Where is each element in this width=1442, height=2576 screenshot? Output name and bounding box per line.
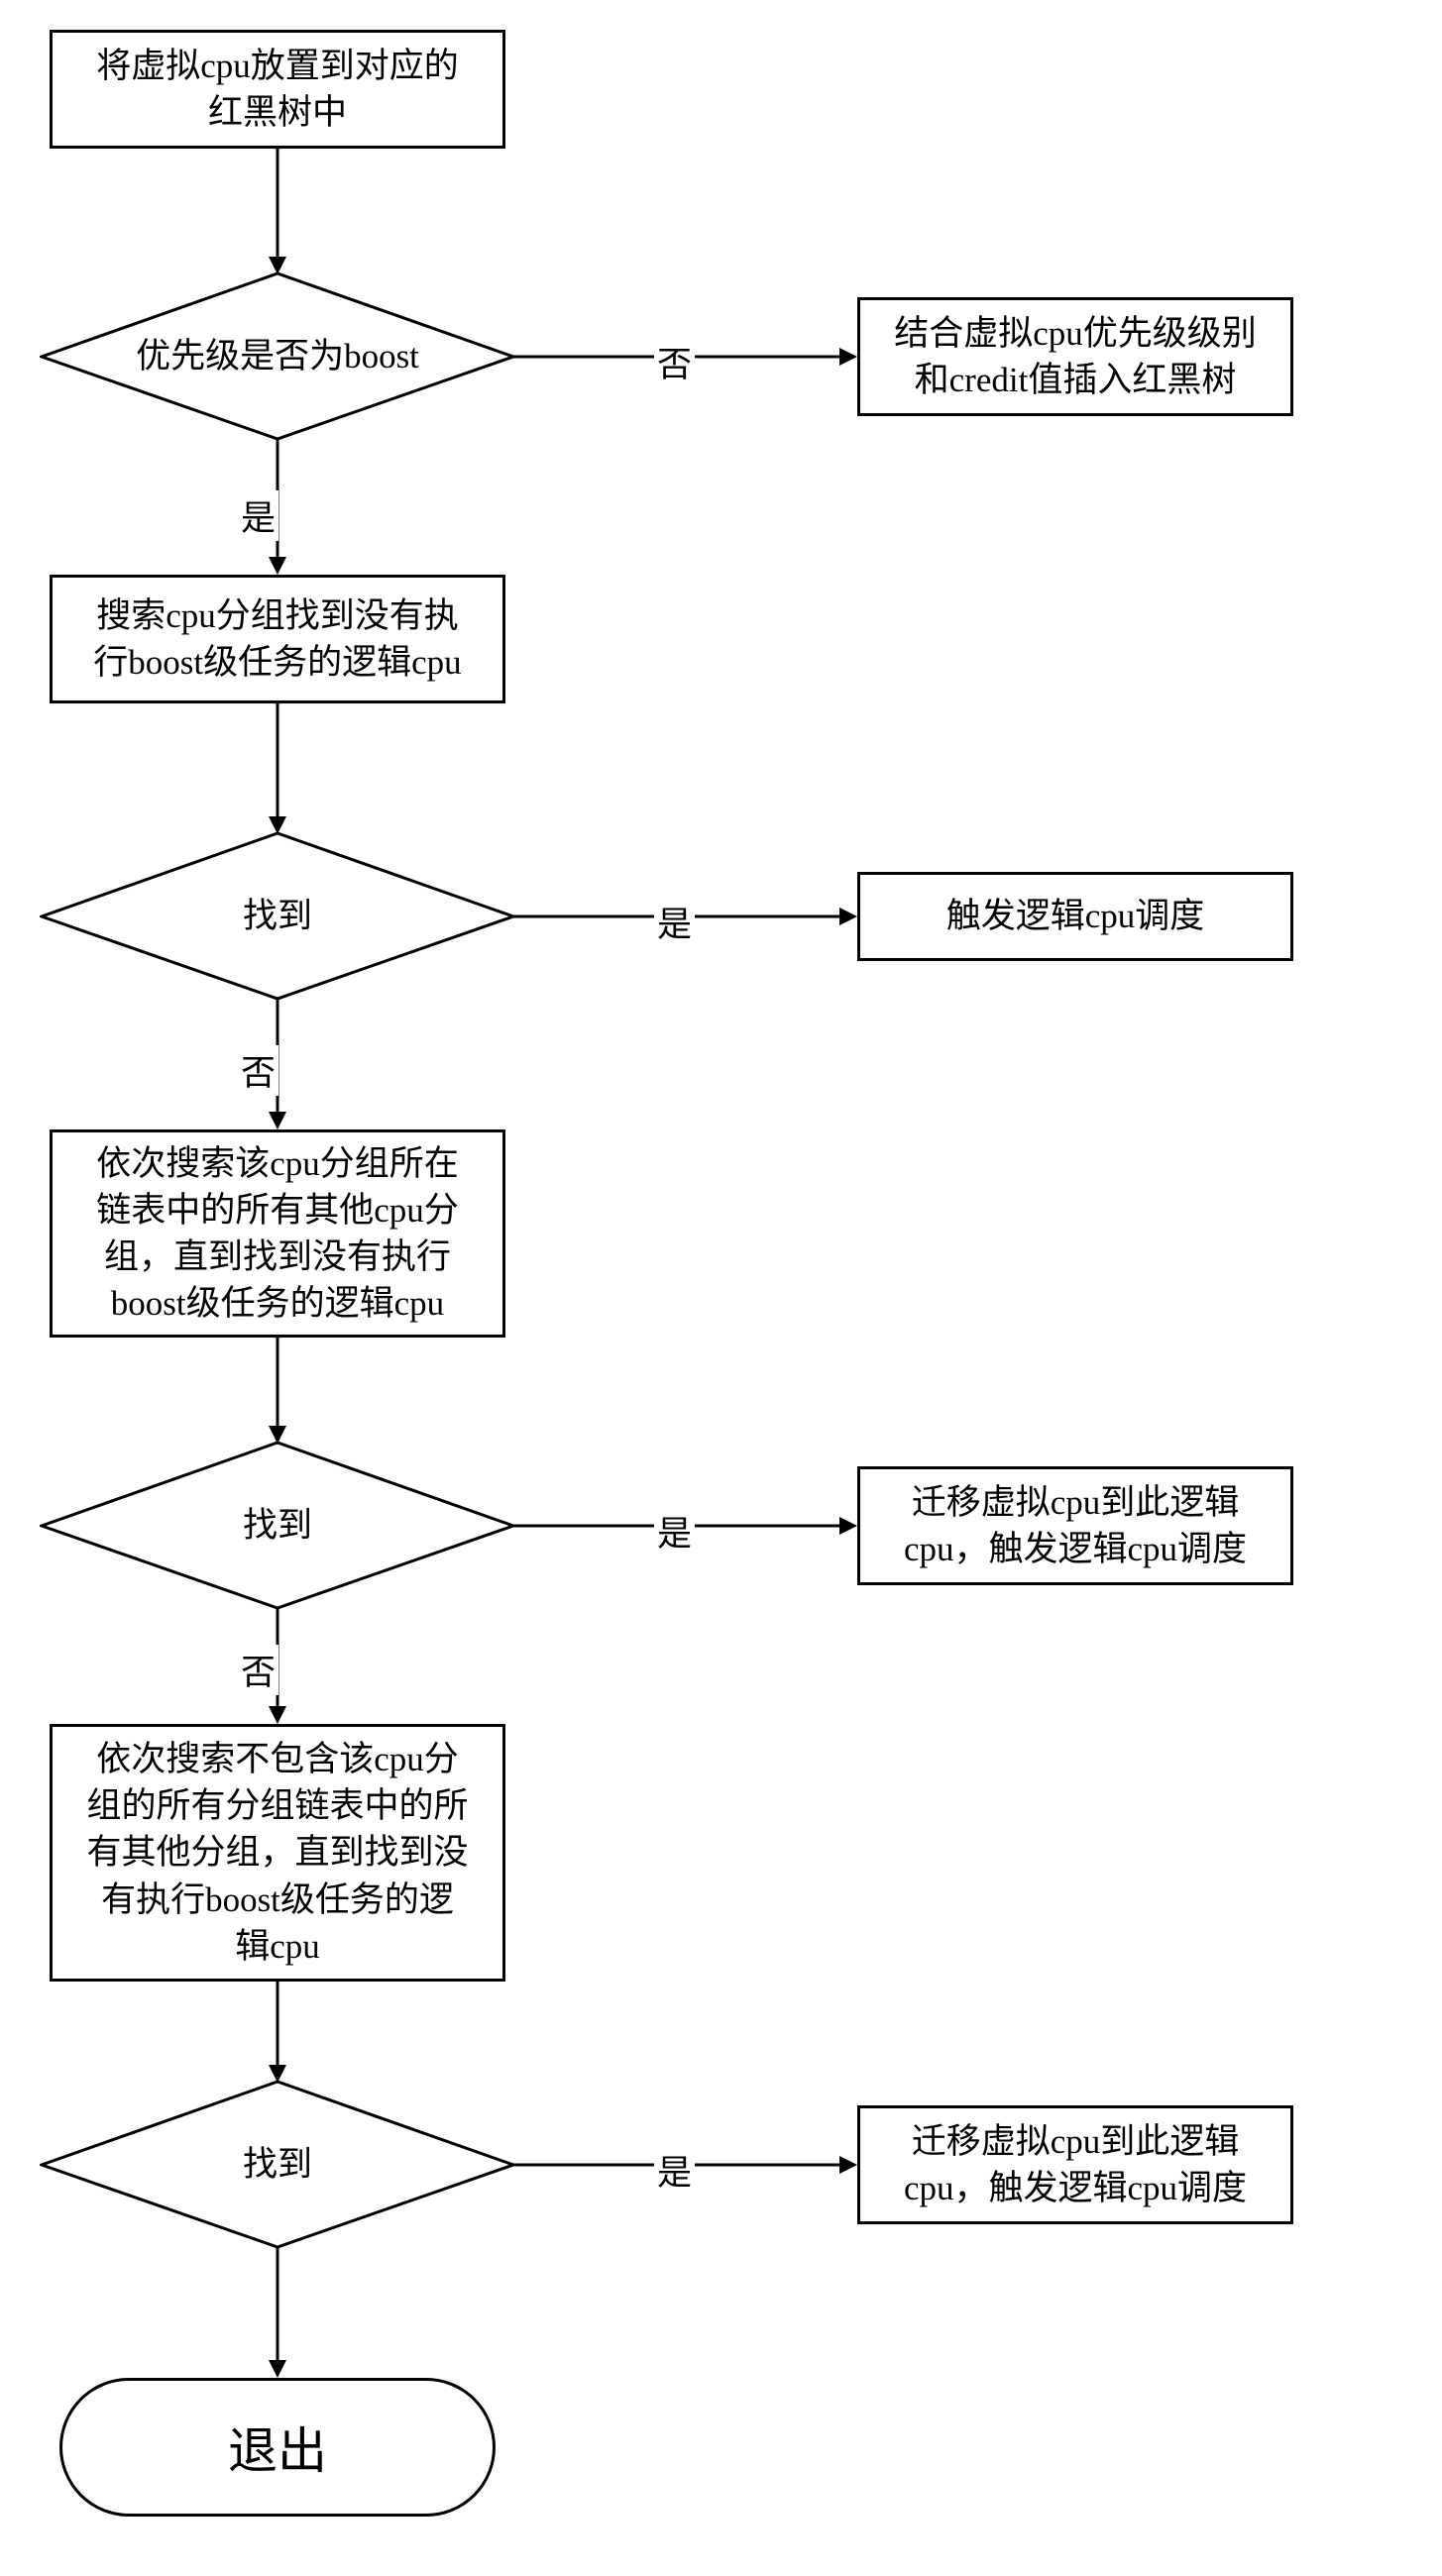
- arrow-n3-d3: [269, 1338, 286, 1444]
- process-r2-text: 触发逻辑cpu调度: [946, 893, 1205, 939]
- decision-d3: 找到: [40, 1442, 515, 1610]
- flowchart-canvas: 将虚拟cpu放置到对应的红黑树中 优先级是否为boost 结合虚拟cpu优先级级…: [0, 20, 1442, 2556]
- process-r4-text: 迁移虚拟cpu到此逻辑cpu，触发逻辑cpu调度: [904, 2118, 1247, 2212]
- decision-d1: 优先级是否为boost: [40, 272, 515, 441]
- process-n1-text: 将虚拟cpu放置到对应的红黑树中: [96, 43, 459, 137]
- arrow-n4-d4: [269, 1982, 286, 2083]
- label-d1-yes: 是: [238, 490, 278, 541]
- terminator-exit-text: 退出: [228, 2412, 327, 2483]
- process-n4-text: 依次搜索不包含该cpu分组的所有分组链表中的所有其他分组，直到找到没有执行boo…: [86, 1736, 468, 1970]
- arrow-n2-d2: [269, 703, 286, 834]
- process-n3: 依次搜索该cpu分组所在链表中的所有其他cpu分组，直到找到没有执行boost级…: [50, 1129, 505, 1338]
- decision-d4: 找到: [40, 2081, 515, 2249]
- label-d3-yes-text: 是: [657, 1515, 692, 1554]
- label-d2-no-text: 否: [241, 1054, 276, 1093]
- label-d2-no: 否: [238, 1045, 278, 1096]
- label-d3-no: 否: [238, 1645, 278, 1695]
- label-d1-no: 否: [654, 337, 695, 387]
- decision-d3-text: 找到: [243, 1503, 312, 1549]
- process-r2: 触发逻辑cpu调度: [857, 872, 1293, 961]
- arrow-n1-d1: [269, 149, 286, 274]
- label-d3-yes: 是: [654, 1506, 695, 1556]
- process-r3-text: 迁移虚拟cpu到此逻辑cpu，触发逻辑cpu调度: [904, 1479, 1247, 1573]
- label-d1-no-text: 否: [657, 346, 692, 384]
- label-d1-yes-text: 是: [241, 499, 276, 538]
- label-d2-yes: 是: [654, 897, 695, 947]
- process-n1: 将虚拟cpu放置到对应的红黑树中: [50, 30, 505, 149]
- process-n2: 搜索cpu分组找到没有执行boost级任务的逻辑cpu: [50, 575, 505, 703]
- process-n3-text: 依次搜索该cpu分组所在链表中的所有其他cpu分组，直到找到没有执行boost级…: [96, 1140, 459, 1328]
- label-d3-no-text: 否: [241, 1654, 276, 1692]
- process-r3: 迁移虚拟cpu到此逻辑cpu，触发逻辑cpu调度: [857, 1466, 1293, 1585]
- decision-d1-text: 优先级是否为boost: [136, 334, 419, 379]
- decision-d4-text: 找到: [243, 2142, 312, 2188]
- decision-d2-text: 找到: [243, 894, 312, 939]
- arrow-d4-t1: [269, 2247, 286, 2378]
- decision-d2: 找到: [40, 832, 515, 1001]
- terminator-exit: 退出: [59, 2378, 496, 2517]
- label-d4-yes: 是: [654, 2145, 695, 2196]
- process-r4: 迁移虚拟cpu到此逻辑cpu，触发逻辑cpu调度: [857, 2105, 1293, 2224]
- process-r1: 结合虚拟cpu优先级级别和credit值插入红黑树: [857, 297, 1293, 416]
- process-n4: 依次搜索不包含该cpu分组的所有分组链表中的所有其他分组，直到找到没有执行boo…: [50, 1724, 505, 1982]
- process-r1-text: 结合虚拟cpu优先级级别和credit值插入红黑树: [894, 310, 1257, 404]
- label-d2-yes-text: 是: [657, 906, 692, 944]
- label-d4-yes-text: 是: [657, 2154, 692, 2193]
- process-n2-text: 搜索cpu分组找到没有执行boost级任务的逻辑cpu: [93, 592, 461, 687]
